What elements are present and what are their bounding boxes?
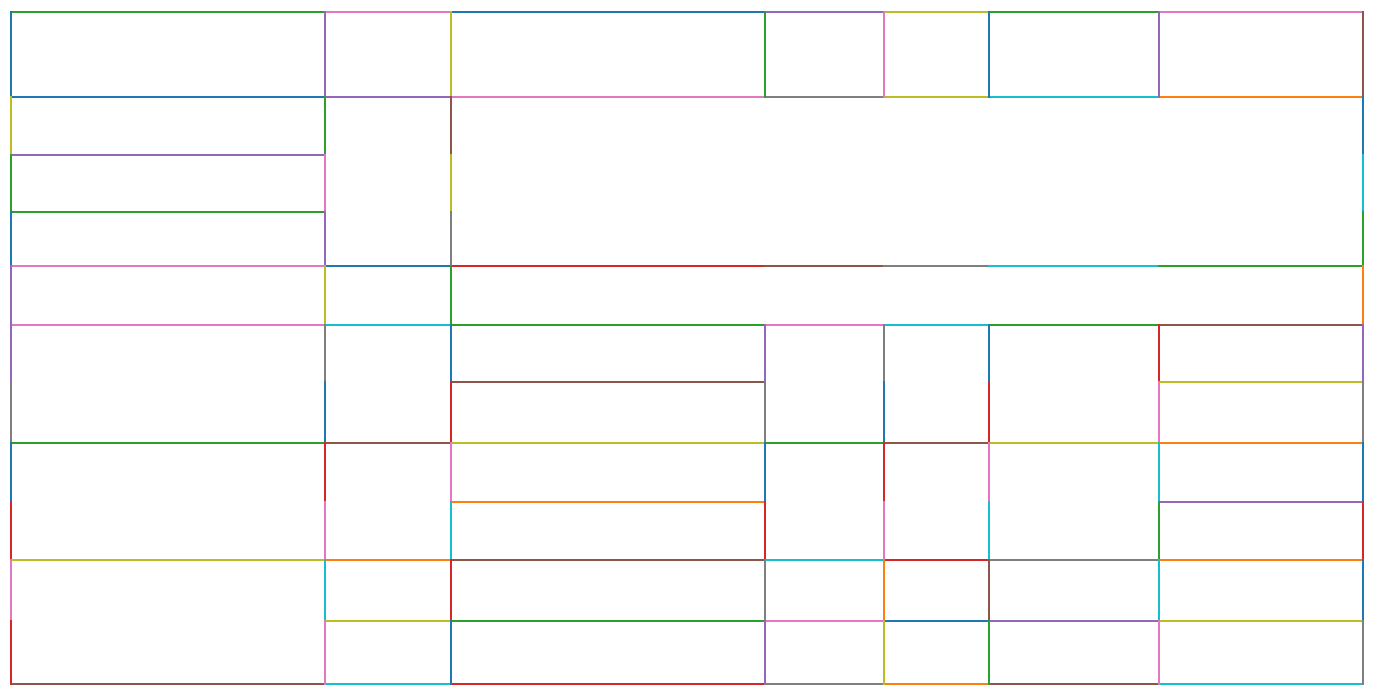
partition-diagram — [10, 11, 1364, 685]
